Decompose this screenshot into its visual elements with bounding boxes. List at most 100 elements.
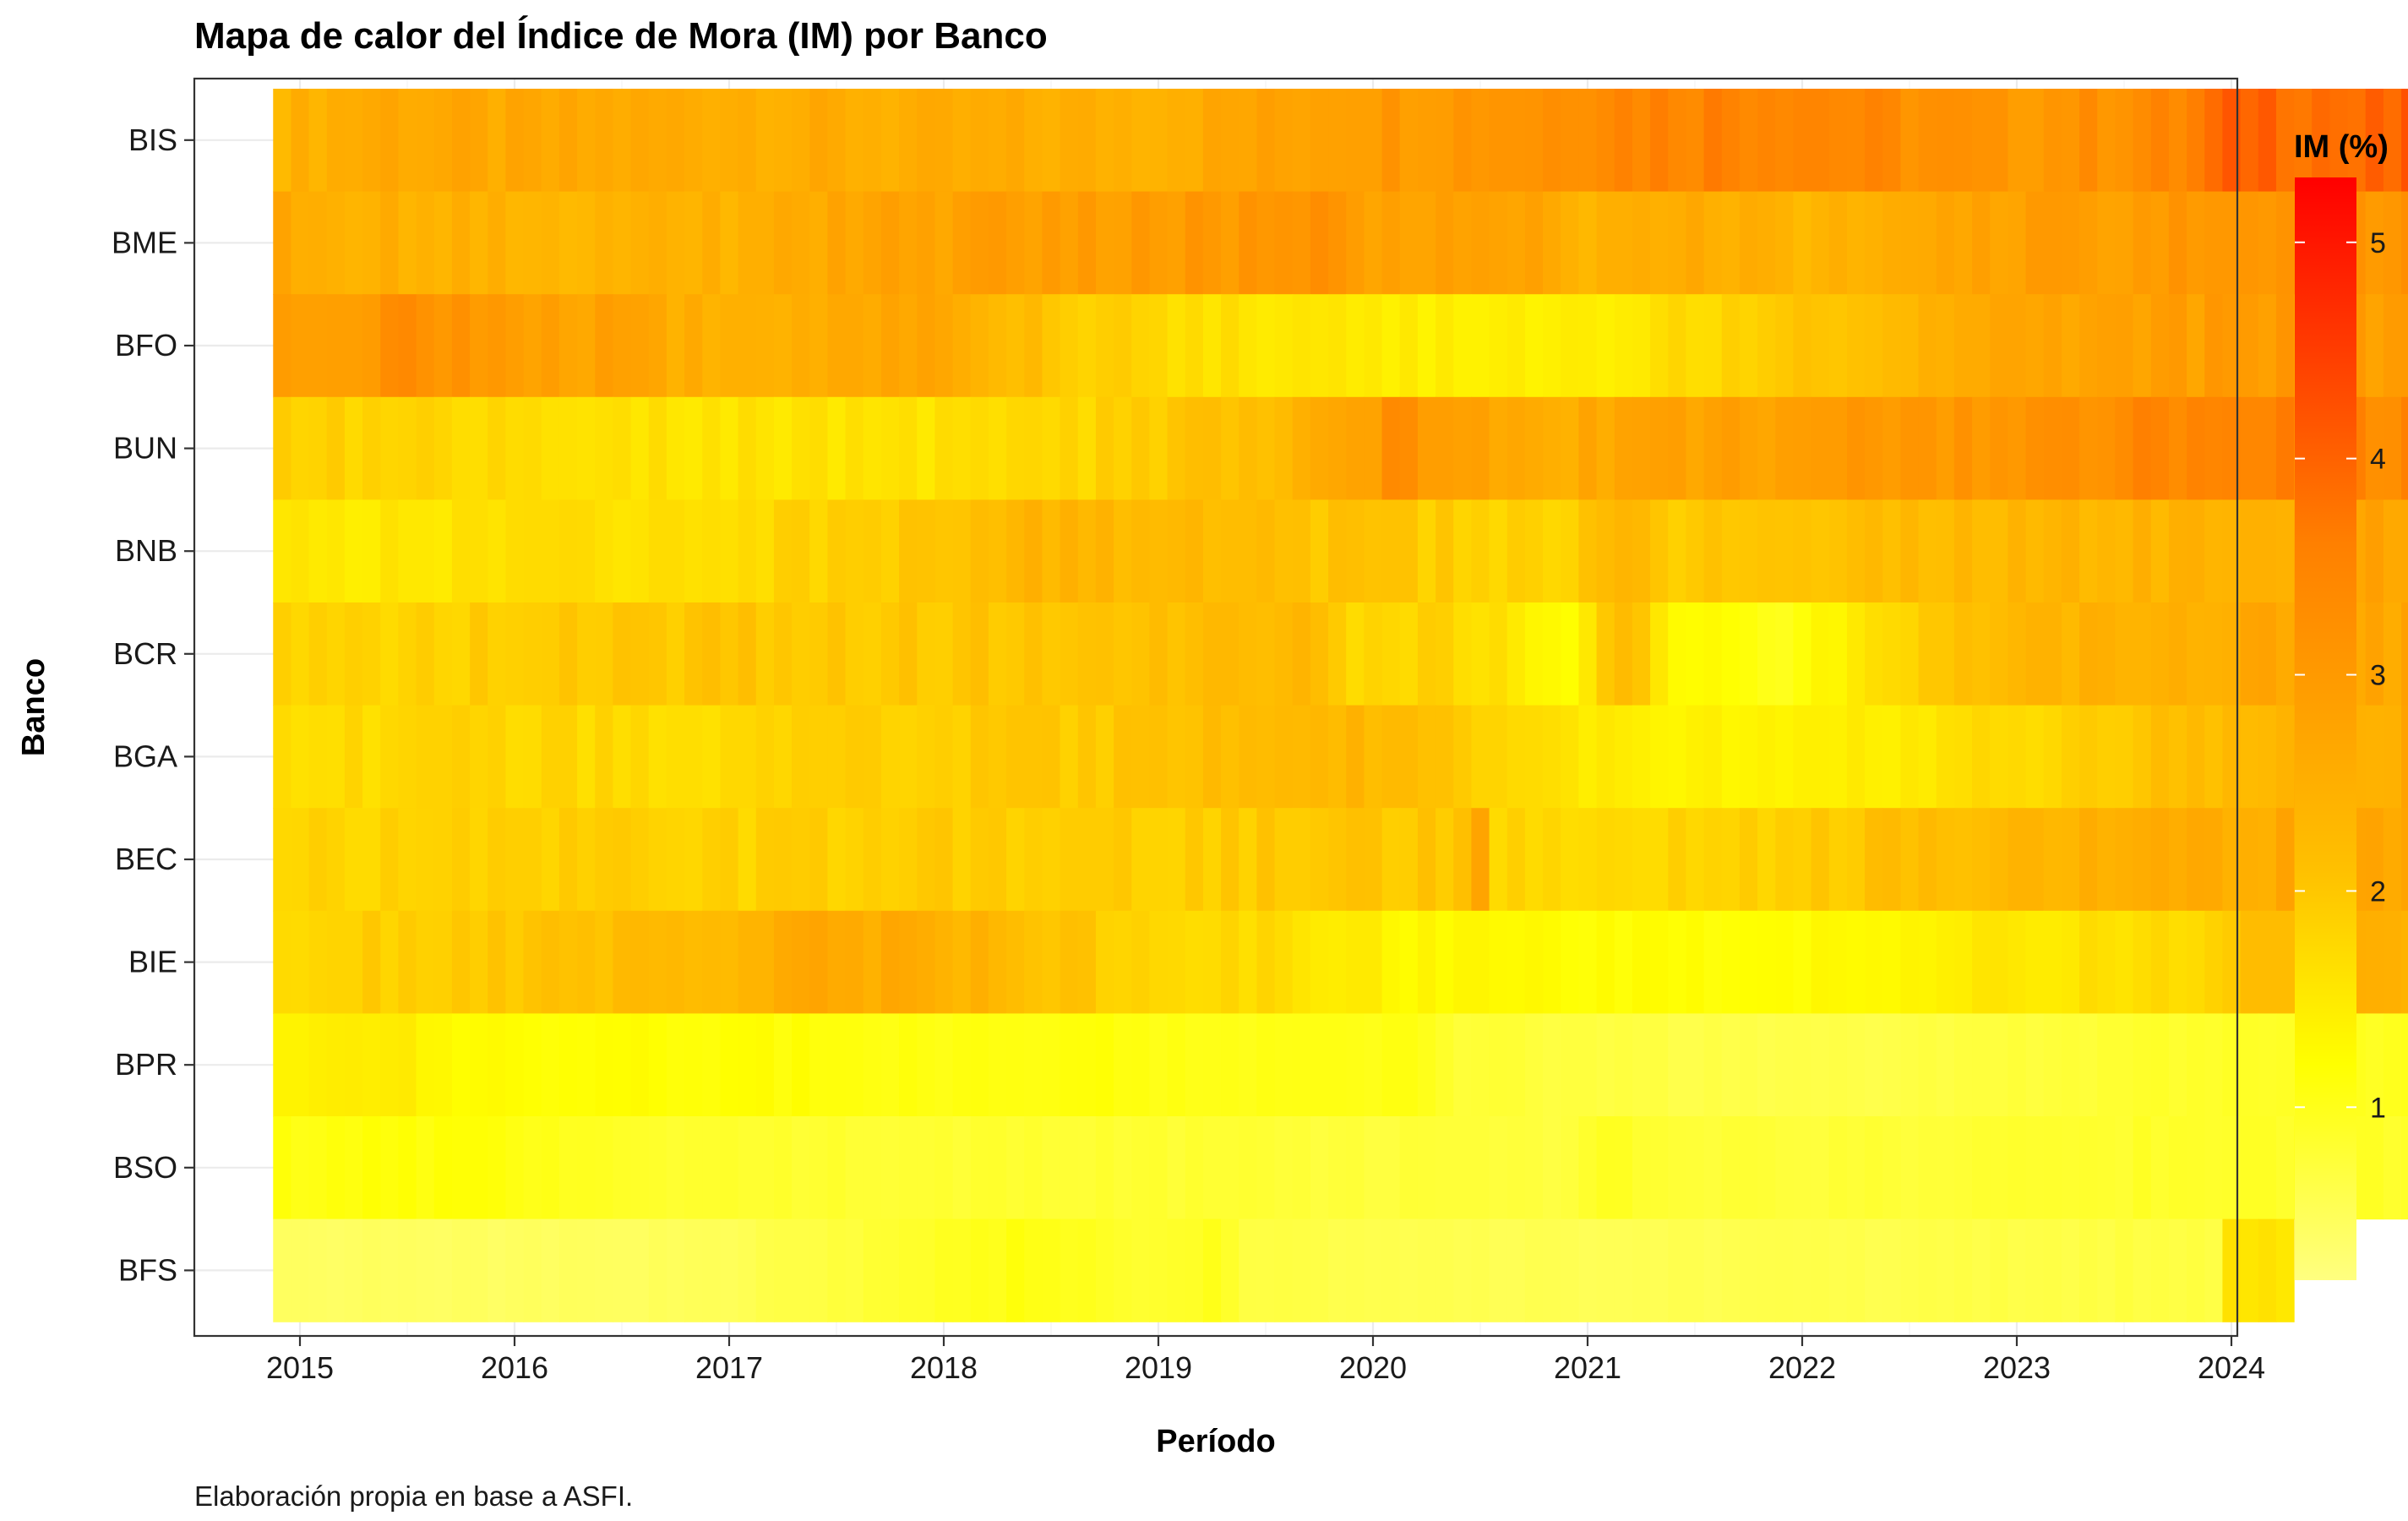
heatmap-cell xyxy=(1668,396,1687,500)
heatmap-cell xyxy=(1936,1116,1955,1220)
heatmap-cell xyxy=(2222,910,2242,1014)
heatmap-cell xyxy=(2115,294,2134,398)
legend-tick-label: 5 xyxy=(2370,227,2386,259)
heatmap-cell xyxy=(630,294,650,398)
heatmap-cell xyxy=(1436,602,1454,706)
heatmap-cell xyxy=(827,705,847,809)
heatmap-cell xyxy=(1202,1116,1222,1220)
heatmap-cell xyxy=(988,191,1007,295)
heatmap-cell xyxy=(398,396,417,500)
heatmap-cell xyxy=(792,1218,810,1322)
heatmap-cell xyxy=(1900,705,1920,809)
heatmap-cell xyxy=(1524,808,1544,912)
heatmap-cell xyxy=(1632,396,1651,500)
heatmap-cell xyxy=(291,191,310,295)
heatmap-cell xyxy=(1417,910,1436,1014)
heatmap-cell xyxy=(308,89,328,193)
heatmap-cell xyxy=(1614,396,1633,500)
heatmap-cell xyxy=(863,294,882,398)
heatmap-cell xyxy=(1185,1218,1204,1322)
heatmap-cell xyxy=(1686,705,1705,809)
heatmap-cell xyxy=(988,910,1007,1014)
heatmap-cell xyxy=(1828,499,1848,603)
heatmap-cell xyxy=(1865,1013,1883,1117)
heatmap-cell xyxy=(1042,1116,1061,1220)
heatmap-cell xyxy=(2275,1116,2295,1220)
heatmap-cell xyxy=(1811,705,1830,809)
heatmap-cell xyxy=(2240,499,2259,603)
heatmap-cell xyxy=(1399,89,1419,193)
heatmap-cell xyxy=(934,1218,954,1322)
heatmap-cell xyxy=(1865,499,1883,603)
heatmap-cell xyxy=(2133,808,2152,912)
heatmap-cell xyxy=(1381,1116,1401,1220)
heatmap-cell xyxy=(1578,808,1598,912)
heatmap-cell xyxy=(398,89,417,193)
heatmap-cell xyxy=(2275,191,2295,295)
heatmap-cell xyxy=(1506,499,1526,603)
heatmap-cell xyxy=(488,294,507,398)
heatmap-cell xyxy=(416,396,435,500)
heatmap-cell xyxy=(1364,1013,1383,1117)
heatmap-cell xyxy=(630,602,650,706)
heatmap-cell xyxy=(1793,396,1812,500)
heatmap-cell xyxy=(380,1116,400,1220)
heatmap-cell xyxy=(792,705,810,809)
heatmap-cell xyxy=(1721,1116,1741,1220)
heatmap-cell xyxy=(2258,705,2277,809)
heatmap-cell xyxy=(1900,910,1920,1014)
heatmap-cell xyxy=(577,602,596,706)
heatmap-cell xyxy=(1561,499,1580,603)
heatmap-cell xyxy=(1596,294,1615,398)
heatmap-cell xyxy=(1399,191,1419,295)
heatmap-cell xyxy=(1632,910,1651,1014)
heatmap-cell xyxy=(1202,294,1222,398)
heatmap-cell xyxy=(1668,1013,1687,1117)
heatmap-cell xyxy=(2275,1013,2295,1117)
heatmap-cell xyxy=(2240,89,2259,193)
heatmap-cell xyxy=(1095,910,1114,1014)
heatmap-cell xyxy=(1274,1116,1294,1220)
heatmap-cell xyxy=(2115,808,2134,912)
heatmap-cell xyxy=(1256,396,1276,500)
heatmap-cell xyxy=(2079,1116,2098,1220)
heatmap-cell xyxy=(1256,1013,1276,1117)
heatmap-cell xyxy=(291,910,310,1014)
heatmap-cell xyxy=(899,705,918,809)
heatmap-cell xyxy=(917,1116,936,1220)
heatmap-cell xyxy=(1489,1218,1508,1322)
heatmap-cell xyxy=(1668,808,1687,912)
heatmap-cell xyxy=(2133,1218,2152,1322)
heatmap-cell xyxy=(1292,705,1311,809)
heatmap-cell xyxy=(2043,705,2062,809)
heatmap-cell xyxy=(702,1218,722,1322)
heatmap-cell xyxy=(505,602,525,706)
heatmap-cell xyxy=(273,910,292,1014)
heatmap-cell xyxy=(1882,1013,1902,1117)
heatmap-cell xyxy=(362,705,381,809)
heatmap-cell xyxy=(755,1218,775,1322)
heatmap-cell xyxy=(1436,396,1454,500)
heatmap-cell xyxy=(880,808,900,912)
heatmap-cell xyxy=(2187,1013,2205,1117)
heatmap-cell xyxy=(398,499,417,603)
heatmap-cell xyxy=(2133,499,2152,603)
heatmap-cell xyxy=(1453,89,1473,193)
heatmap-cell xyxy=(2025,499,2045,603)
heatmap-cell xyxy=(2061,89,2080,193)
heatmap-cell xyxy=(1471,808,1490,912)
heatmap-cell xyxy=(523,910,542,1014)
heatmap-cell xyxy=(1686,396,1705,500)
heatmap-cell xyxy=(899,1116,918,1220)
heatmap-cell xyxy=(488,808,507,912)
heatmap-cell xyxy=(1364,808,1383,912)
heatmap-cell xyxy=(2008,808,2027,912)
heatmap-cell xyxy=(1686,1116,1705,1220)
heatmap-cell xyxy=(2025,1116,2045,1220)
heatmap-cell xyxy=(2133,191,2152,295)
heatmap-cell xyxy=(1793,1218,1812,1322)
heatmap-cell xyxy=(952,808,972,912)
heatmap-cell xyxy=(1972,808,1991,912)
heatmap-cell xyxy=(1953,910,1973,1014)
heatmap-cell xyxy=(1381,705,1401,809)
